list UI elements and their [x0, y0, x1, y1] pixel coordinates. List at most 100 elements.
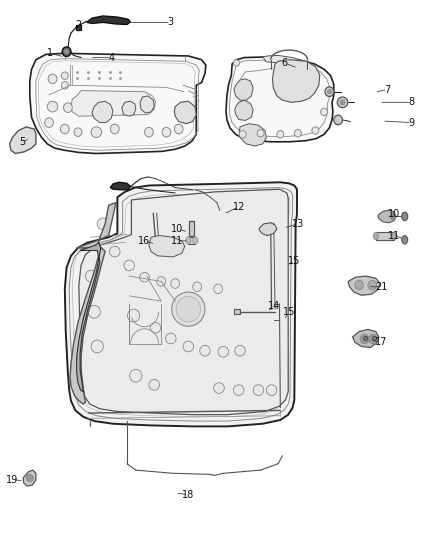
- Text: 10: 10: [388, 209, 400, 219]
- Ellipse shape: [402, 212, 408, 221]
- Ellipse shape: [391, 213, 396, 220]
- Ellipse shape: [127, 309, 140, 322]
- Polygon shape: [353, 329, 379, 348]
- Ellipse shape: [321, 108, 328, 116]
- Ellipse shape: [233, 60, 240, 66]
- Ellipse shape: [327, 90, 332, 94]
- Text: 19: 19: [6, 475, 18, 484]
- Text: 9: 9: [409, 118, 415, 127]
- Ellipse shape: [176, 296, 201, 322]
- Polygon shape: [259, 223, 277, 236]
- Polygon shape: [87, 16, 131, 25]
- Ellipse shape: [193, 237, 198, 244]
- Ellipse shape: [64, 103, 72, 112]
- Ellipse shape: [214, 284, 223, 294]
- Ellipse shape: [110, 246, 120, 257]
- Ellipse shape: [171, 279, 180, 288]
- Ellipse shape: [26, 474, 33, 482]
- Text: 13: 13: [292, 219, 304, 229]
- Text: 3: 3: [168, 18, 174, 27]
- Text: 10: 10: [171, 224, 184, 234]
- Ellipse shape: [61, 82, 68, 89]
- Polygon shape: [70, 203, 116, 404]
- Text: 16: 16: [138, 236, 151, 246]
- Text: 1: 1: [47, 49, 53, 58]
- Polygon shape: [10, 127, 36, 154]
- Ellipse shape: [360, 334, 369, 344]
- Ellipse shape: [294, 130, 301, 137]
- Ellipse shape: [392, 232, 397, 240]
- Ellipse shape: [266, 385, 277, 395]
- Ellipse shape: [312, 127, 319, 134]
- Ellipse shape: [364, 336, 368, 341]
- Polygon shape: [376, 232, 394, 240]
- Ellipse shape: [140, 272, 149, 282]
- Polygon shape: [71, 91, 155, 116]
- Polygon shape: [149, 236, 185, 257]
- Ellipse shape: [373, 232, 378, 240]
- Ellipse shape: [150, 322, 161, 333]
- Polygon shape: [174, 101, 196, 124]
- Ellipse shape: [88, 305, 100, 318]
- Ellipse shape: [74, 128, 82, 136]
- Ellipse shape: [334, 115, 343, 125]
- Ellipse shape: [174, 124, 183, 134]
- Bar: [76, 25, 81, 30]
- Ellipse shape: [45, 118, 53, 127]
- Ellipse shape: [277, 131, 284, 138]
- Polygon shape: [239, 124, 266, 146]
- Ellipse shape: [337, 97, 348, 108]
- Polygon shape: [77, 243, 101, 392]
- Ellipse shape: [218, 346, 229, 357]
- Bar: [189, 221, 194, 236]
- Text: 15: 15: [288, 256, 300, 266]
- Ellipse shape: [48, 74, 57, 84]
- Ellipse shape: [235, 345, 245, 356]
- Ellipse shape: [193, 282, 201, 292]
- Ellipse shape: [124, 260, 134, 271]
- Text: 17: 17: [375, 337, 387, 347]
- Ellipse shape: [372, 336, 377, 341]
- Bar: [188, 237, 195, 244]
- Ellipse shape: [183, 341, 194, 352]
- Polygon shape: [110, 182, 131, 190]
- Ellipse shape: [130, 369, 142, 382]
- Polygon shape: [226, 57, 334, 142]
- Polygon shape: [65, 182, 297, 426]
- Ellipse shape: [97, 218, 109, 230]
- Ellipse shape: [186, 237, 191, 244]
- Text: 18: 18: [182, 490, 194, 499]
- Ellipse shape: [368, 280, 377, 290]
- Polygon shape: [23, 470, 36, 486]
- Ellipse shape: [214, 383, 224, 393]
- Ellipse shape: [91, 127, 102, 138]
- Ellipse shape: [166, 333, 176, 344]
- Polygon shape: [79, 189, 288, 415]
- Polygon shape: [348, 276, 380, 295]
- Polygon shape: [122, 101, 136, 116]
- Ellipse shape: [47, 101, 58, 112]
- Ellipse shape: [253, 385, 264, 395]
- Ellipse shape: [325, 87, 334, 96]
- Ellipse shape: [355, 280, 364, 290]
- Polygon shape: [235, 100, 253, 120]
- Ellipse shape: [172, 292, 205, 326]
- Ellipse shape: [62, 47, 71, 56]
- Text: 11: 11: [388, 231, 400, 240]
- Polygon shape: [263, 55, 315, 74]
- Ellipse shape: [402, 236, 408, 244]
- Text: 11: 11: [171, 236, 184, 246]
- Text: 12: 12: [233, 202, 245, 212]
- Text: 5: 5: [19, 137, 25, 147]
- Ellipse shape: [110, 124, 119, 134]
- Ellipse shape: [340, 100, 345, 105]
- Text: 7: 7: [385, 85, 391, 94]
- Text: 8: 8: [409, 98, 415, 107]
- Ellipse shape: [369, 334, 378, 344]
- Text: 4: 4: [109, 53, 115, 62]
- Polygon shape: [92, 101, 113, 123]
- Polygon shape: [378, 210, 396, 223]
- Polygon shape: [140, 96, 154, 113]
- Ellipse shape: [64, 50, 69, 54]
- Text: 2: 2: [76, 20, 82, 30]
